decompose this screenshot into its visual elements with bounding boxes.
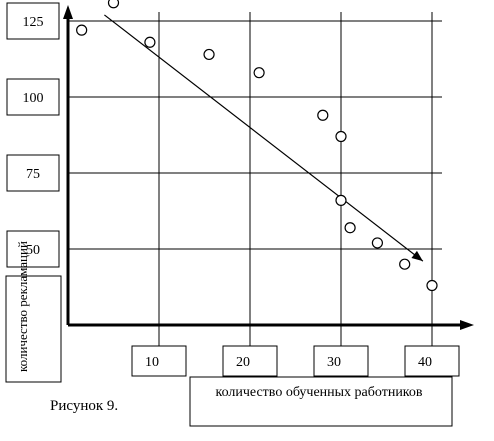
x-axis-arrow: [460, 320, 474, 330]
axes: [63, 5, 474, 346]
y-tick-box: [6, 230, 60, 268]
data-points: [76, 0, 438, 292]
x-tick-labels: 10 20 30 40: [131, 345, 460, 377]
y-tick-label: 100: [23, 91, 44, 106]
y-tick-labels: 50 75 100 125: [6, 2, 60, 268]
x-axis-label-box: [189, 376, 453, 427]
data-point: [426, 279, 438, 292]
y-tick-box: [6, 2, 60, 40]
data-point: [335, 130, 347, 143]
data-point: [335, 194, 347, 206]
y-tick-label: 50: [26, 243, 40, 258]
x-tick-box: [313, 345, 369, 377]
y-tick-box: [6, 154, 60, 192]
data-point: [203, 48, 215, 61]
data-point: [371, 237, 383, 249]
y-axis-arrow: [63, 5, 73, 19]
y-axis-label-box: [5, 275, 62, 383]
y-tick-box: [6, 78, 60, 116]
x-tick-box: [131, 345, 187, 377]
trendline: [104, 14, 424, 262]
data-point: [253, 67, 265, 79]
data-point: [107, 0, 120, 9]
data-point: [317, 109, 329, 121]
x-tick-label: 10: [145, 355, 159, 370]
trendline-group: [104, 14, 424, 262]
x-tick-label: 40: [418, 355, 432, 370]
x-axis-label: количество обученных работников: [215, 385, 422, 400]
figure-caption: Рисунок 9.: [50, 398, 119, 414]
x-tick-label: 30: [327, 355, 341, 370]
data-point: [344, 222, 356, 234]
x-tick-label: 20: [236, 355, 250, 370]
y-tick-label: 75: [26, 167, 40, 182]
trendline-arrowhead: [411, 250, 423, 262]
data-point: [76, 24, 88, 36]
data-point: [144, 36, 156, 48]
y-axis-label: количество рекламаций: [15, 241, 30, 372]
data-point: [399, 258, 411, 270]
grid-lines: [68, 12, 442, 325]
y-tick-label: 125: [23, 15, 44, 30]
x-tick-box: [404, 345, 460, 377]
x-tick-box: [222, 345, 278, 377]
